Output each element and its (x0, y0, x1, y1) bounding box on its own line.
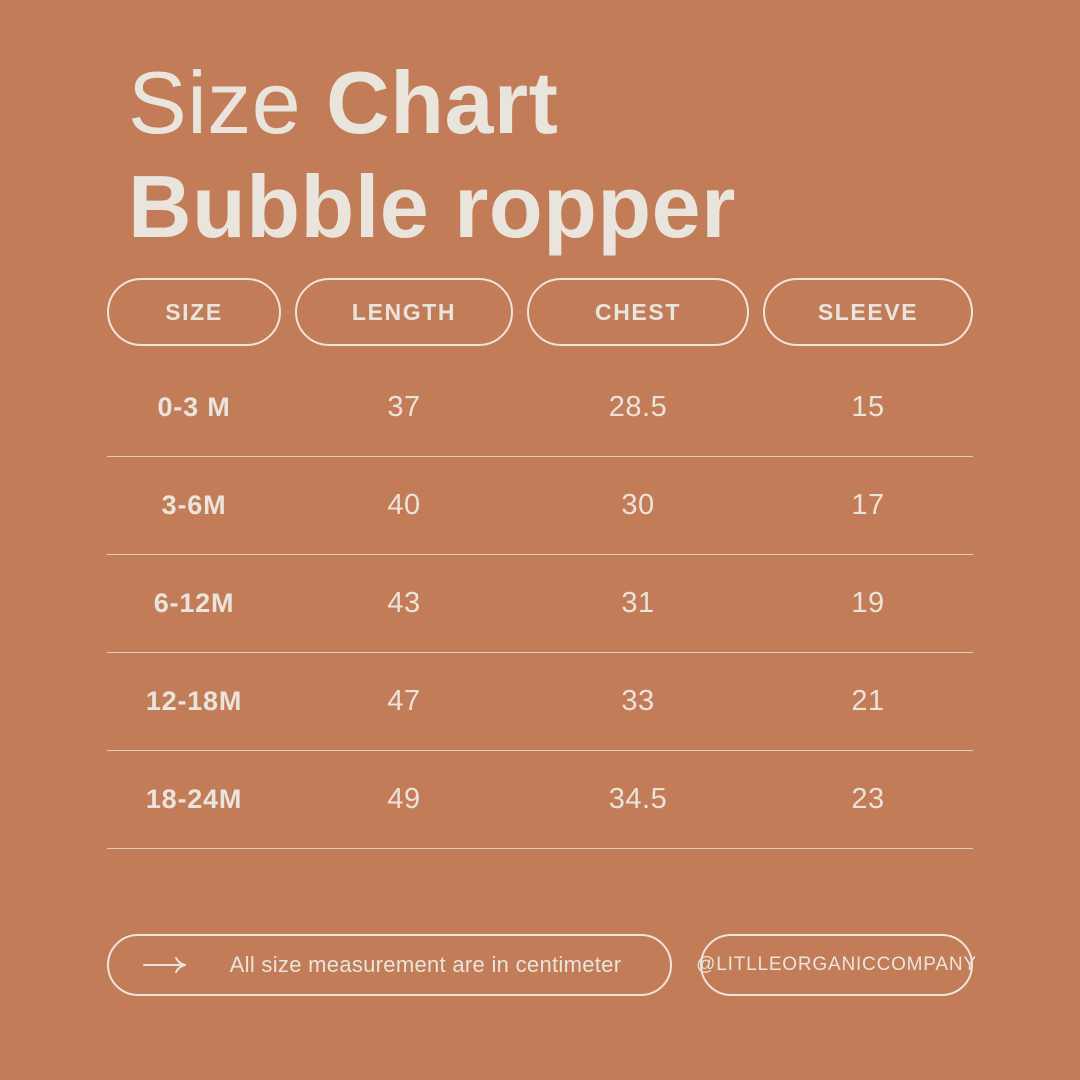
chest-value: 30 (621, 489, 655, 521)
header-pill-chest: CHEST (527, 278, 749, 346)
title-word-chart: Chart (326, 53, 559, 152)
footer: All size measurement are in centimeter @… (107, 934, 976, 996)
sleeve-value: 23 (851, 783, 885, 815)
header-pill-length: LENGTH (295, 278, 513, 346)
table-row: 12-18M 47 33 21 (107, 653, 973, 751)
sleeve-value: 21 (851, 685, 885, 717)
measurement-note-pill: All size measurement are in centimeter (107, 934, 672, 996)
sleeve-value: 15 (851, 391, 885, 423)
title-word-size: Size (128, 53, 327, 152)
table-row: 6-12M 43 31 19 (107, 555, 973, 653)
chest-value: 33 (621, 685, 655, 717)
row-label: 6-12M (153, 588, 235, 618)
header-pill-sleeve: SLEEVE (763, 278, 973, 346)
sleeve-value: 19 (851, 587, 885, 619)
chest-value: 31 (621, 587, 655, 619)
table-row: 3-6M 40 30 17 (107, 457, 973, 555)
length-value: 37 (387, 391, 421, 423)
row-label: 3-6M (161, 490, 227, 520)
length-value: 47 (387, 685, 421, 717)
row-label: 0-3 M (157, 392, 231, 422)
table-row: 18-24M 49 34.5 23 (107, 751, 973, 849)
row-label: 18-24M (145, 784, 243, 814)
brand-handle-pill: @LITLLEORGANICCOMPANY (696, 934, 976, 996)
page-title: Size Chart Bubble ropper (128, 51, 736, 259)
size-table: 0-3 M 37 28.5 15 3-6M 40 30 17 6-12M 43 … (107, 359, 973, 849)
brand-handle: @LITLLEORGANICCOMPANY (696, 954, 977, 975)
title-product-name: Bubble ropper (128, 157, 736, 256)
length-value: 43 (387, 587, 421, 619)
table-row: 0-3 M 37 28.5 15 (107, 359, 973, 457)
length-value: 40 (387, 489, 421, 521)
right-arrow-icon (143, 956, 187, 974)
length-value: 49 (387, 783, 421, 815)
column-header-row: SIZE LENGTH CHEST SLEEVE (107, 278, 973, 346)
sleeve-value: 17 (851, 489, 885, 521)
header-pill-size: SIZE (107, 278, 281, 346)
chest-value: 34.5 (608, 783, 668, 815)
row-label: 12-18M (145, 686, 243, 716)
measurement-note: All size measurement are in centimeter (229, 952, 622, 977)
chest-value: 28.5 (608, 391, 668, 423)
